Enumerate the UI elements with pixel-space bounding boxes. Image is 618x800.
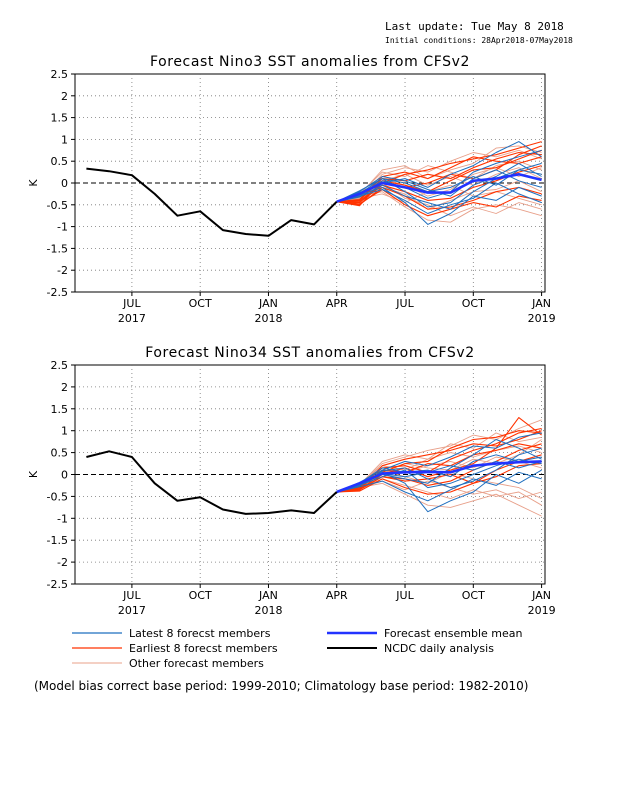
x-tick-label: JUL — [122, 297, 141, 310]
x-year-label: 2018 — [254, 312, 282, 325]
x-tick-label: JAN — [531, 589, 551, 602]
footnote: (Model bias correct base period: 1999-20… — [34, 679, 529, 693]
x-tick-label: APR — [326, 589, 348, 602]
x-tick-label: OCT — [462, 589, 485, 602]
x-tick-label: APR — [326, 297, 348, 310]
earliest-member-line — [336, 145, 542, 203]
y-tick-label: -2 — [57, 264, 68, 277]
chart-title: Forecast Nino3 SST anomalies from CFSv2 — [150, 54, 470, 70]
x-year-label: 2017 — [118, 312, 146, 325]
legend-label-latest: Latest 8 forecst members — [129, 627, 271, 640]
nino34-panel: Forecast Nino34 SST anomalies from CFSv2… — [27, 345, 556, 617]
chart-title: Forecast Nino34 SST anomalies from CFSv2 — [145, 345, 475, 361]
x-tick-label: JAN — [258, 589, 278, 602]
x-tick-label: JAN — [258, 297, 278, 310]
x-tick-label: OCT — [189, 297, 212, 310]
y-tick-label: -1.5 — [47, 534, 68, 547]
y-axis-label: K — [27, 470, 40, 478]
y-tick-label: -0.5 — [47, 199, 68, 212]
earliest-member-line — [336, 454, 542, 493]
other-member-line — [336, 432, 542, 493]
x-tick-label: OCT — [189, 589, 212, 602]
x-year-label: 2019 — [528, 312, 556, 325]
y-tick-label: 1.5 — [51, 403, 69, 416]
ensemble-mean-line — [336, 173, 542, 203]
y-tick-label: 2 — [61, 90, 68, 103]
y-tick-label: -1 — [57, 512, 68, 525]
latest-member-line — [336, 162, 542, 210]
legend-label-mean: Forecast ensemble mean — [384, 627, 523, 640]
earliest-member-line — [336, 188, 542, 217]
earliest-member-line — [336, 463, 542, 495]
y-tick-label: 1 — [61, 133, 68, 146]
legend: Latest 8 forecst members Earliest 8 forec… — [72, 627, 523, 670]
x-tick-label: JUL — [395, 589, 414, 602]
legend-label-earliest: Earliest 8 forecst members — [129, 642, 278, 655]
y-tick-label: 0.5 — [51, 447, 69, 460]
y-tick-label: 0 — [61, 177, 68, 190]
analysis-line — [86, 450, 338, 515]
y-tick-label: -2.5 — [47, 286, 68, 299]
x-tick-label: JAN — [531, 297, 551, 310]
y-tick-label: 2.5 — [51, 68, 69, 81]
y-tick-label: 1 — [61, 425, 68, 438]
nino3-panel: Forecast Nino3 SST anomalies from CFSv2 2… — [27, 54, 556, 325]
y-tick-label: -1 — [57, 221, 68, 234]
x-tick-label: JUL — [395, 297, 414, 310]
x-year-label: 2017 — [118, 604, 146, 617]
legend-label-analysis: NCDC daily analysis — [384, 642, 494, 655]
y-tick-label: 1.5 — [51, 112, 69, 125]
y-tick-label: -0.5 — [47, 490, 68, 503]
latest-member-line — [336, 471, 542, 502]
ensemble-mean-line — [336, 460, 542, 494]
latest-member-line — [336, 432, 542, 493]
analysis-line — [86, 167, 338, 237]
legend-label-other: Other forecast members — [129, 657, 264, 670]
y-tick-label: -2.5 — [47, 578, 68, 591]
y-tick-label: -1.5 — [47, 242, 68, 255]
x-year-label: 2018 — [254, 604, 282, 617]
y-axis-label: K — [27, 179, 40, 187]
x-tick-label: OCT — [462, 297, 485, 310]
latest-member-line — [336, 182, 542, 214]
y-tick-label: 2 — [61, 381, 68, 394]
y-tick-label: -2 — [57, 556, 68, 569]
other-member-line — [336, 482, 542, 517]
other-member-line — [336, 445, 542, 493]
last-update-text: Last update: Tue May 8 2018 — [385, 20, 564, 33]
x-year-label: 2019 — [528, 604, 556, 617]
y-tick-label: 2.5 — [51, 359, 69, 372]
x-tick-label: JUL — [122, 589, 141, 602]
y-tick-label: 0 — [61, 469, 68, 482]
initial-conditions-text: Initial conditions: 28Apr2018-07May2018 — [385, 36, 573, 45]
y-tick-label: 0.5 — [51, 155, 69, 168]
